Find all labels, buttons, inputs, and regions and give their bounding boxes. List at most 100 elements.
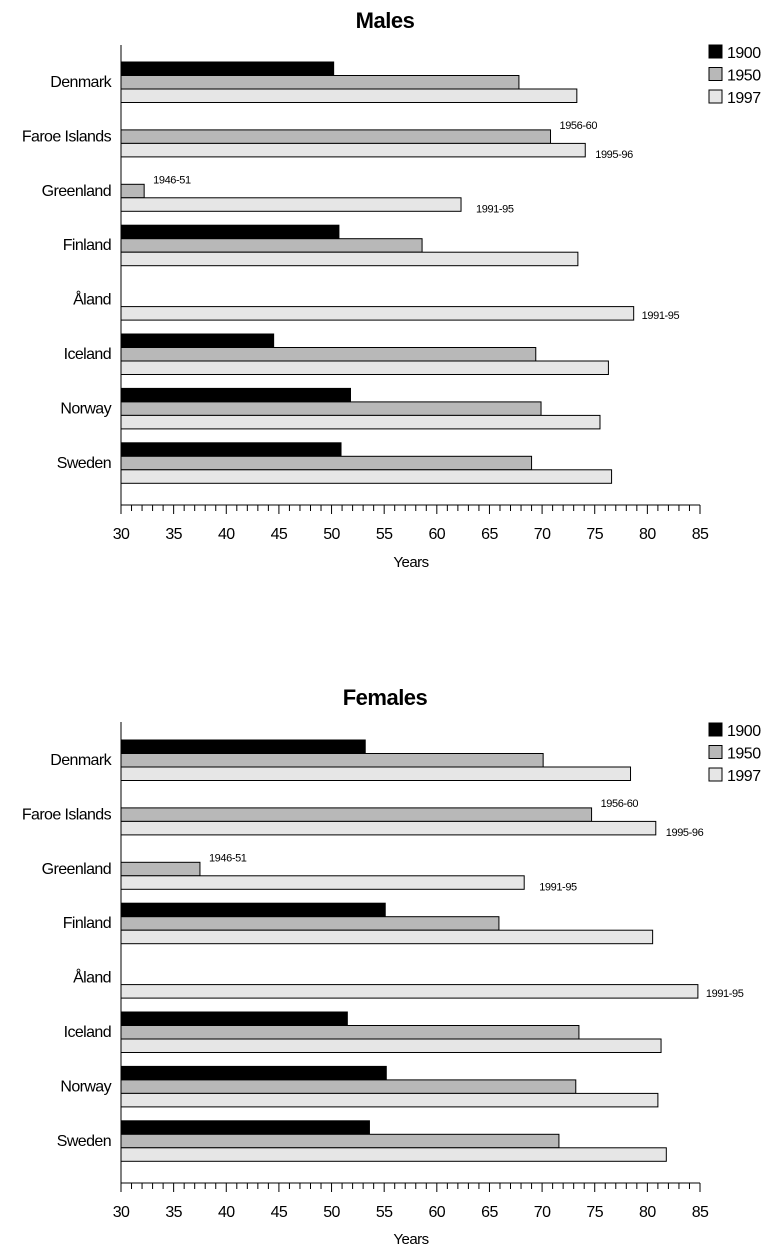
bar-1900: [120, 902, 386, 918]
legend-swatch-1997: [708, 89, 723, 104]
bar-1900: [120, 1120, 370, 1135]
bar-1997: [120, 414, 601, 430]
bar-1900: [120, 1065, 387, 1081]
legend-swatch-1900: [708, 722, 723, 737]
category-label: Iceland: [64, 346, 111, 363]
bar-1950: [120, 183, 145, 199]
x-tick-label: 35: [165, 526, 182, 543]
bar-1900: [120, 224, 340, 240]
x-tick-label: 55: [376, 1204, 393, 1221]
bar-1950: [120, 238, 423, 253]
bar-1950: [120, 455, 533, 471]
bar-1997: [120, 984, 699, 999]
category-group: Sweden: [57, 1120, 667, 1162]
bar-annotation: 1946-51: [209, 852, 247, 864]
x-tick-label: 80: [639, 526, 656, 543]
x-tick-label: 85: [692, 526, 709, 543]
x-tick-label: 40: [218, 1204, 235, 1221]
category-label: Faroe Islands: [22, 806, 112, 823]
x-tick-label: 35: [165, 1204, 182, 1221]
bar-1950: [120, 916, 500, 931]
category-group: Iceland: [64, 333, 609, 375]
category-label: Åland: [73, 290, 111, 309]
bar-annotation: 1946-51: [153, 174, 191, 186]
category-group: Faroe Islands: [22, 806, 657, 836]
bar-1997: [120, 360, 609, 375]
bar-annotation: 1991-95: [476, 203, 514, 215]
bar-1997: [120, 251, 579, 267]
bar-1997: [120, 766, 632, 781]
category-label: Greenland: [42, 183, 111, 200]
x-tick-label: 60: [429, 1204, 446, 1221]
bar-1950: [120, 753, 544, 768]
bar-annotation: 1991-95: [706, 988, 744, 1000]
legend: 1900 1950 1997: [708, 44, 762, 107]
bar-annotation: 1956-60: [601, 798, 639, 810]
category-group: Denmark: [50, 739, 632, 781]
x-tick-label: 50: [323, 1204, 340, 1221]
bar-annotation: 1995-96: [595, 149, 633, 161]
legend-label: 1950: [727, 68, 761, 85]
bar-1950: [120, 1133, 560, 1149]
x-tick-label: 75: [586, 526, 603, 543]
chart-title: Females: [343, 685, 428, 710]
x-tick-label: 70: [534, 1204, 551, 1221]
bar-1997: [120, 197, 462, 212]
legend-label: 1900: [727, 45, 761, 62]
legend-label: 1950: [727, 746, 761, 763]
x-axis-label: Years: [393, 1231, 428, 1248]
bar-1997: [120, 1038, 662, 1053]
category-group: Åland: [73, 968, 699, 999]
bar-1950: [120, 75, 520, 90]
x-tick-label: 30: [113, 526, 130, 543]
legend-label: 1997: [727, 768, 761, 785]
bar-1997: [120, 469, 613, 484]
category-label: Greenland: [42, 861, 111, 878]
bar-1997: [120, 1147, 667, 1162]
bar-1997: [120, 1092, 659, 1108]
bar-annotation: 1956-60: [560, 120, 598, 132]
x-tick-label: 45: [271, 526, 288, 543]
legend-label: 1900: [727, 723, 761, 740]
category-group: Greenland: [42, 183, 462, 212]
bar-annotation: 1991-95: [539, 881, 577, 893]
category-group: Finland: [63, 902, 654, 945]
bar-1950: [120, 401, 542, 416]
legend-swatch-1997: [708, 767, 723, 782]
legend-swatch-1950: [708, 67, 723, 81]
category-label: Norway: [60, 1078, 111, 1095]
chart-males: Males 30 35 40 45 50 55 60 65 70 75 80 85 Years Denmar…: [22, 8, 762, 571]
category-label: Finland: [63, 915, 111, 932]
bar-1950: [120, 1079, 577, 1094]
category-label: Iceland: [64, 1024, 111, 1041]
bar-1997: [120, 306, 635, 321]
category-label: Denmark: [50, 752, 112, 769]
chart-title: Males: [356, 8, 415, 33]
x-tick-label: 65: [481, 1204, 498, 1221]
legend-label: 1997: [727, 90, 761, 107]
x-tick-label: 45: [271, 1204, 288, 1221]
category-group: Greenland: [42, 861, 525, 890]
legend-swatch-1950: [708, 745, 723, 759]
bar-1997: [120, 929, 654, 945]
category-label: Faroe Islands: [22, 128, 112, 145]
bar-1900: [120, 1011, 348, 1026]
x-tick-label: 55: [376, 526, 393, 543]
category-group: Norway: [60, 1065, 659, 1108]
category-group: Åland: [73, 290, 635, 321]
x-tick-label: 85: [692, 1204, 709, 1221]
legend: 1900 1950 1997: [708, 722, 762, 785]
category-label: Denmark: [50, 74, 112, 91]
x-tick-label: 60: [429, 526, 446, 543]
bar-1900: [120, 387, 351, 403]
bar-1900: [120, 442, 342, 457]
bar-1997: [120, 142, 586, 158]
bar-annotation: 1991-95: [642, 310, 680, 322]
bar-1950: [120, 1025, 580, 1040]
x-tick-label: 40: [218, 526, 235, 543]
x-tick-label: 70: [534, 526, 551, 543]
x-tick-label: 30: [113, 1204, 130, 1221]
bar-1997: [120, 88, 578, 103]
